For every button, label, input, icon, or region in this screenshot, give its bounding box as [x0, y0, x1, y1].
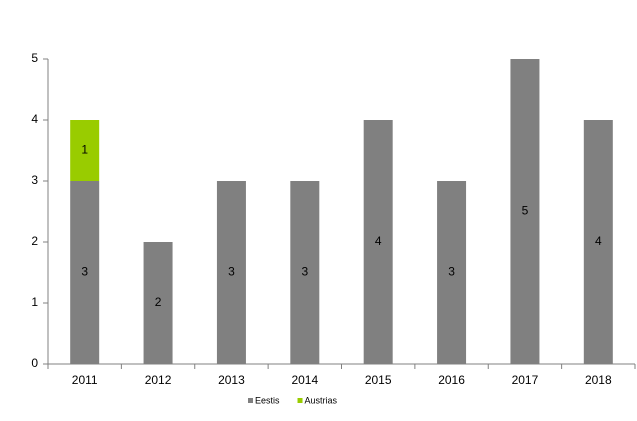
bar-segment	[510, 59, 540, 364]
data-label: 4	[595, 234, 602, 248]
bar-segment	[143, 242, 173, 364]
bar-segment	[70, 181, 100, 364]
legend-label: Eestis	[255, 395, 280, 405]
x-tick-label: 2011	[72, 373, 98, 387]
data-label: 3	[448, 265, 455, 279]
y-tick-label: 3	[31, 173, 38, 187]
bar-segment	[437, 181, 467, 364]
bar-segment	[70, 120, 100, 181]
y-tick-label: 5	[31, 51, 38, 65]
y-tick-label: 1	[31, 295, 38, 309]
x-tick-label: 2015	[365, 373, 392, 387]
bar-segment	[363, 120, 393, 364]
data-label: 3	[301, 265, 308, 279]
x-tick-label: 2018	[585, 373, 612, 387]
x-tick-label: 2012	[145, 373, 172, 387]
data-label: 5	[522, 204, 529, 218]
data-label: 2	[155, 295, 162, 309]
bar-segment	[583, 120, 613, 364]
data-label: 1	[81, 143, 88, 157]
bar-segment	[216, 181, 246, 364]
data-label: 3	[228, 265, 235, 279]
data-label: 3	[81, 265, 88, 279]
legend-swatch	[297, 398, 303, 403]
x-tick-label: 2014	[291, 373, 318, 387]
x-tick-label: 2013	[218, 373, 245, 387]
x-tick-label: 2016	[438, 373, 465, 387]
data-label: 4	[375, 234, 382, 248]
y-tick-label: 2	[31, 234, 38, 248]
legend-swatch	[248, 398, 253, 403]
legend-label: Austrias	[305, 395, 338, 405]
bar-segment	[290, 181, 320, 364]
y-tick-label: 0	[31, 356, 38, 370]
y-tick-label: 4	[31, 112, 38, 126]
x-tick-label: 2017	[512, 373, 539, 387]
legend: Eestis Austrias	[248, 395, 338, 405]
